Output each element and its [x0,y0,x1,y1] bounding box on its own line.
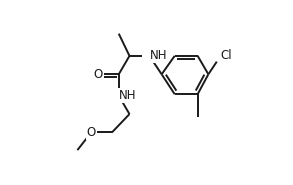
Text: Cl: Cl [221,49,232,62]
Text: O: O [86,126,96,139]
Text: NH: NH [149,49,167,62]
Text: O: O [93,68,103,81]
Text: NH: NH [119,89,136,102]
